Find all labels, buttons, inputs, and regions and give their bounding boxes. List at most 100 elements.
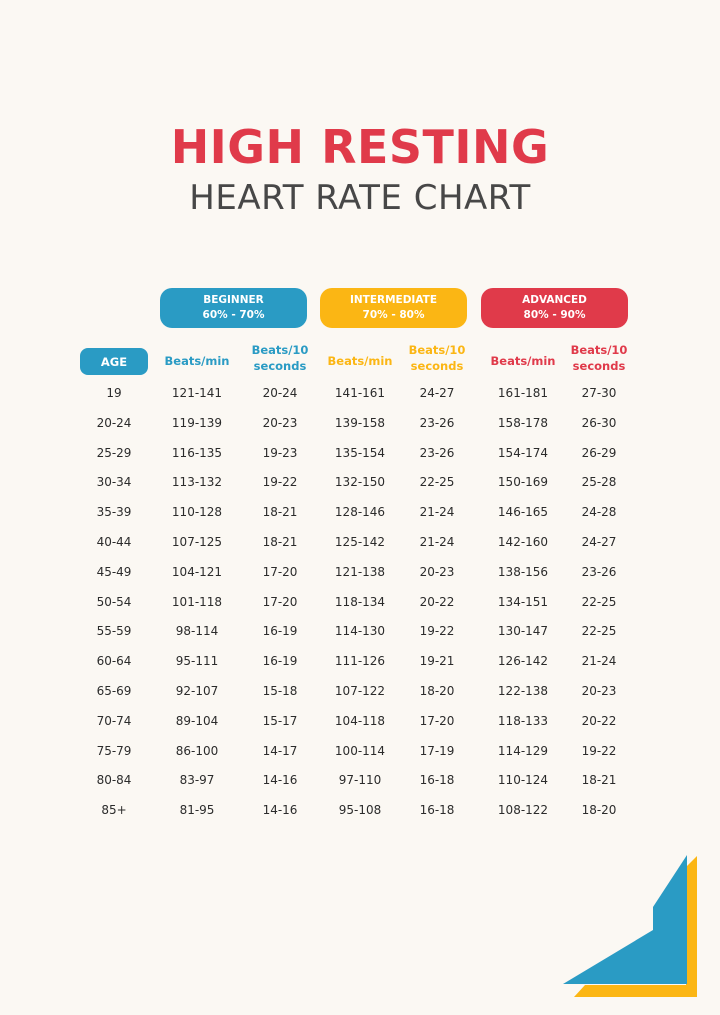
level-name: ADVANCED bbox=[522, 294, 587, 306]
table-cell: 101-118 bbox=[171, 594, 223, 609]
beats-per-10s-header: Beats/10 seconds bbox=[408, 343, 466, 373]
table-cell: 21-24 bbox=[419, 505, 455, 520]
table-cell: 26-30 bbox=[581, 415, 617, 430]
table-cell: 114-130 bbox=[334, 624, 386, 639]
table-cell: 121-138 bbox=[334, 564, 386, 579]
table-cell: 23-26 bbox=[419, 445, 455, 460]
table-cell: 81-95 bbox=[179, 803, 215, 818]
table-cell: 125-142 bbox=[334, 535, 386, 549]
table-cell: 18-21 bbox=[262, 535, 298, 549]
age-header: AGE bbox=[80, 348, 148, 375]
table-cell: 130-147 bbox=[497, 624, 549, 639]
table-cell: 22-25 bbox=[419, 475, 455, 490]
table-cell: 104-121 bbox=[171, 564, 223, 579]
table-cell: 107-125 bbox=[171, 535, 223, 549]
age-cell: 25-29 bbox=[96, 445, 132, 460]
level-header-advanced: ADVANCED 80% - 90% bbox=[481, 288, 628, 328]
table-cell: 20-23 bbox=[419, 564, 455, 579]
table-cell: 20-23 bbox=[262, 415, 298, 430]
table-cell: 15-18 bbox=[262, 684, 298, 698]
table-cell: 20-22 bbox=[581, 713, 617, 728]
table-cell: 20-22 bbox=[419, 594, 455, 609]
table-cell: 107-122 bbox=[334, 684, 386, 698]
table-cell: 16-18 bbox=[419, 803, 455, 818]
table-cell: 20-23 bbox=[581, 684, 617, 698]
level-header-beginner: BEGINNER 60% - 70% bbox=[160, 288, 307, 328]
table-cell: 19-23 bbox=[262, 445, 298, 460]
table-cell: 126-142 bbox=[497, 654, 549, 669]
table-cell: 116-135 bbox=[171, 445, 223, 460]
table-cell: 19-21 bbox=[419, 654, 455, 669]
table-cell: 110-124 bbox=[497, 773, 549, 788]
age-cell: 80-84 bbox=[96, 773, 132, 788]
age-cell: 45-49 bbox=[96, 564, 132, 579]
table-cell: 23-26 bbox=[419, 415, 455, 430]
age-cell: 55-59 bbox=[96, 624, 132, 639]
table-cell: 132-150 bbox=[334, 475, 386, 490]
table-cell: 23-26 bbox=[581, 564, 617, 579]
level-range: 80% - 90% bbox=[523, 309, 586, 321]
page-subtitle: HEART RATE CHART bbox=[189, 178, 531, 218]
age-cell: 75-79 bbox=[96, 743, 132, 758]
table-cell: 95-108 bbox=[338, 803, 382, 818]
table-cell: 135-154 bbox=[334, 445, 386, 460]
table-cell: 27-30 bbox=[581, 386, 617, 400]
level-name: INTERMEDIATE bbox=[349, 294, 437, 306]
table-cell: 134-151 bbox=[497, 594, 549, 609]
level-name: BEGINNER bbox=[203, 294, 264, 306]
age-cell: 70-74 bbox=[96, 713, 132, 728]
beats-per-min-header: Beats/min bbox=[164, 354, 230, 368]
table-cell: 122-138 bbox=[497, 684, 549, 698]
age-cell: 60-64 bbox=[96, 654, 132, 669]
table-cell: 141-161 bbox=[334, 386, 386, 400]
table-cell: 158-178 bbox=[497, 415, 549, 430]
table-cell: 97-110 bbox=[338, 773, 382, 788]
table-cell: 114-129 bbox=[497, 743, 549, 758]
table-cell: 14-16 bbox=[262, 773, 298, 788]
age-cell: 85+ bbox=[101, 803, 127, 818]
age-cell: 19 bbox=[106, 386, 122, 400]
age-cell: 65-69 bbox=[96, 684, 132, 698]
table-cell: 24-27 bbox=[581, 535, 617, 549]
table-cell: 18-20 bbox=[581, 803, 617, 818]
table-cell: 146-165 bbox=[497, 505, 549, 520]
age-cell: 35-39 bbox=[96, 505, 132, 520]
table-cell: 92-107 bbox=[175, 684, 219, 698]
table-cell: 119-139 bbox=[171, 415, 223, 430]
table-cell: 16-19 bbox=[262, 624, 298, 639]
table-cell: 150-169 bbox=[497, 475, 549, 490]
table-cell: 14-16 bbox=[262, 803, 298, 818]
table-cell: 104-118 bbox=[334, 713, 386, 728]
table-cell: 95-111 bbox=[175, 654, 219, 669]
table-cell: 14-17 bbox=[262, 743, 298, 758]
beats-per-10s-header: Beats/10 seconds bbox=[251, 343, 309, 373]
table-cell: 154-174 bbox=[497, 445, 549, 460]
table-cell: 15-17 bbox=[262, 713, 298, 728]
age-cell: 40-44 bbox=[96, 535, 132, 549]
table-cell: 22-25 bbox=[581, 594, 617, 609]
table-cell: 138-156 bbox=[497, 564, 549, 579]
table-cell: 108-122 bbox=[497, 803, 549, 818]
table-cell: 118-133 bbox=[497, 713, 549, 728]
beats-per-min-header: Beats/min bbox=[327, 354, 393, 368]
table-cell: 18-21 bbox=[581, 773, 617, 788]
table-cell: 118-134 bbox=[334, 594, 386, 609]
table-cell: 20-24 bbox=[262, 386, 298, 400]
table-cell: 128-146 bbox=[334, 505, 386, 520]
level-range: 60% - 70% bbox=[202, 309, 265, 321]
table-cell: 139-158 bbox=[334, 415, 386, 430]
table-cell: 18-21 bbox=[262, 505, 298, 520]
table-cell: 16-19 bbox=[262, 654, 298, 669]
table-cell: 19-22 bbox=[581, 743, 617, 758]
table-cell: 86-100 bbox=[175, 743, 219, 758]
table-cell: 24-28 bbox=[581, 505, 617, 520]
table-cell: 17-19 bbox=[419, 743, 455, 758]
table-cell: 21-24 bbox=[419, 535, 455, 549]
level-range: 70% - 80% bbox=[362, 309, 425, 321]
table-cell: 161-181 bbox=[497, 386, 549, 400]
table-cell: 17-20 bbox=[262, 594, 298, 609]
age-cell: 30-34 bbox=[96, 475, 132, 490]
table-cell: 24-27 bbox=[419, 386, 455, 400]
page-title: HIGH RESTING bbox=[170, 120, 550, 174]
age-cell: 20-24 bbox=[96, 415, 132, 430]
